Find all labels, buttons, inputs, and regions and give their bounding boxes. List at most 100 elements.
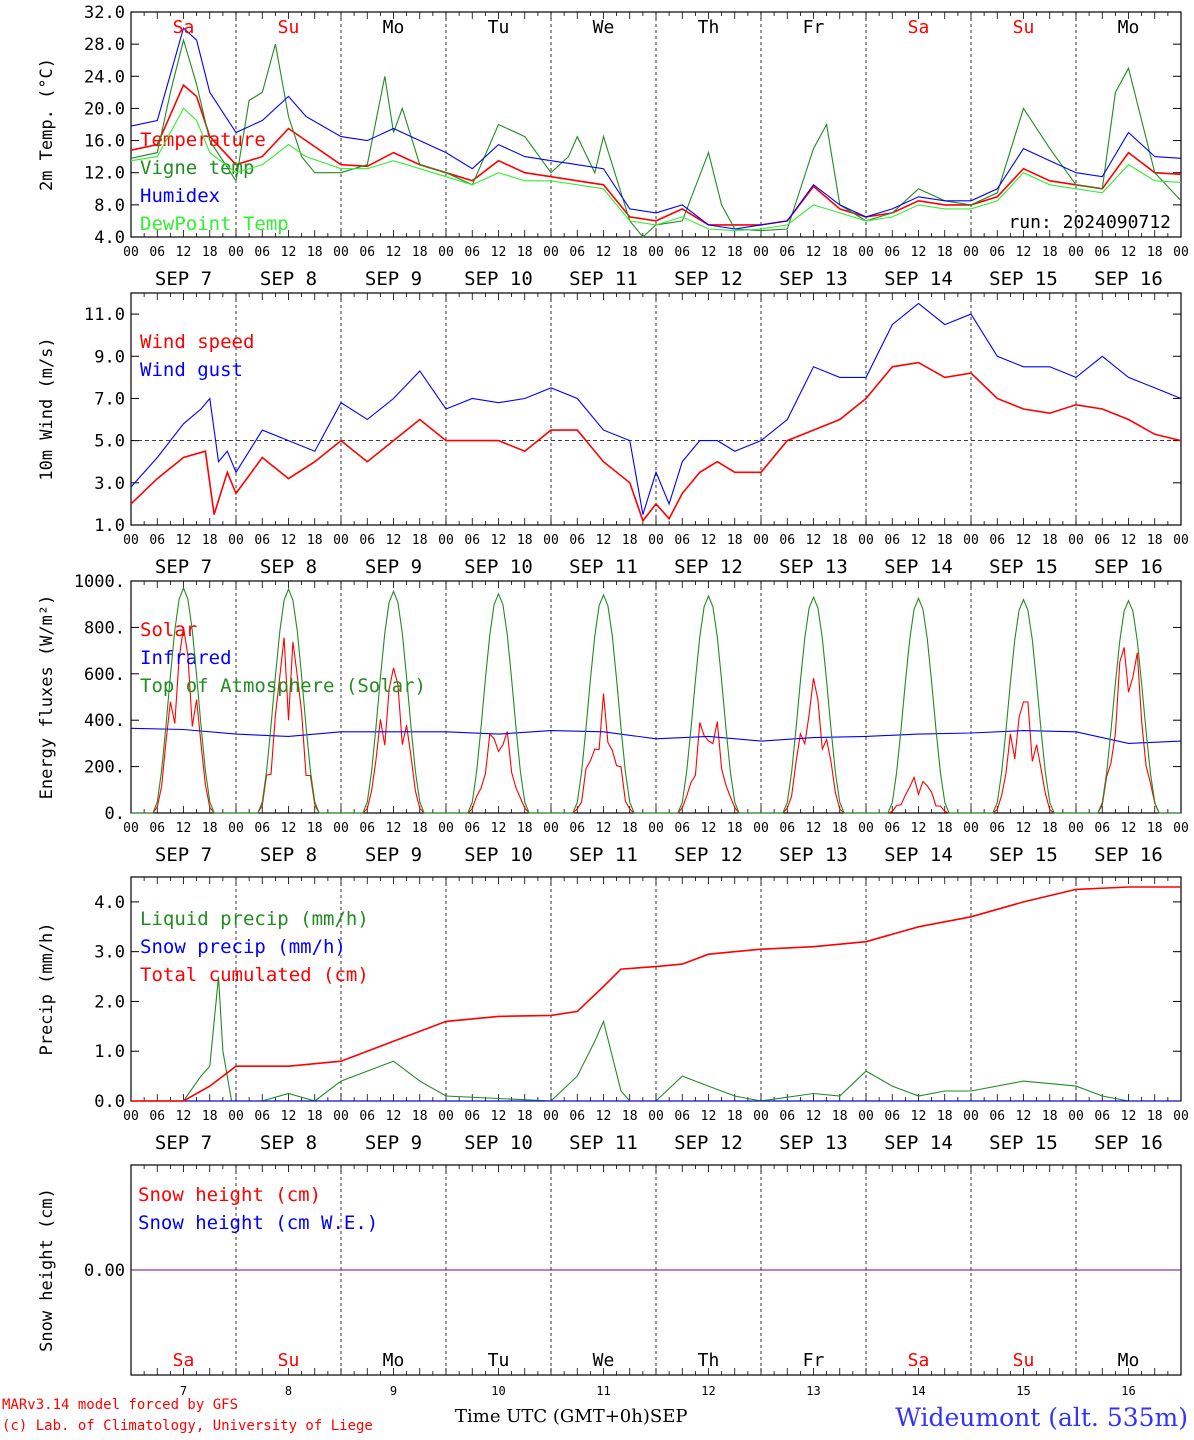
day-label: SEP 14 <box>884 844 953 866</box>
weekday-label: Fr <box>803 1350 825 1371</box>
hour-tick-label: 18 <box>622 1109 638 1124</box>
hour-tick-label: 06 <box>1094 821 1110 836</box>
weekday-label: Mo <box>1118 1350 1140 1371</box>
hour-tick-label: 06 <box>149 1109 165 1124</box>
hour-tick-label: 12 <box>281 1109 297 1124</box>
legend-entry: Total cumulated (cm) <box>140 964 369 986</box>
y-axis-label: Energy fluxes (W/m²) <box>37 595 57 800</box>
hour-tick-label: 18 <box>202 1109 218 1124</box>
day-number-label: 8 <box>285 1384 292 1398</box>
day-number-label: 7 <box>180 1384 187 1398</box>
hour-tick-label: 12 <box>281 245 297 260</box>
hour-tick-label: 18 <box>202 533 218 548</box>
hour-tick-label: 00 <box>753 1109 769 1124</box>
day-label: SEP 12 <box>674 844 743 866</box>
hour-tick-label: 06 <box>779 533 795 548</box>
y-tick-label: 8.0 <box>94 196 125 216</box>
run-label: run: 2024090712 <box>1008 212 1171 233</box>
hour-tick-label: 00 <box>858 245 874 260</box>
hour-tick-label: 18 <box>937 245 953 260</box>
y-axis-label: Precip (mm/h) <box>37 922 57 1055</box>
hour-tick-label: 00 <box>1173 821 1189 836</box>
hour-tick-label: 12 <box>911 821 927 836</box>
y-tick-label: 32.0 <box>84 3 125 23</box>
hour-tick-label: 00 <box>753 821 769 836</box>
day-label: SEP 12 <box>674 268 743 290</box>
hour-tick-label: 18 <box>517 245 533 260</box>
hour-tick-label: 18 <box>1042 1109 1058 1124</box>
hour-tick-label: 00 <box>228 533 244 548</box>
hour-tick-label: 06 <box>569 245 585 260</box>
time-axis-label: Time UTC (GMT+0h)SEP <box>455 1406 688 1427</box>
hour-tick-label: 12 <box>281 821 297 836</box>
hour-tick-label: 18 <box>1147 533 1163 548</box>
hour-tick-label: 00 <box>858 1109 874 1124</box>
hour-tick-label: 18 <box>517 1109 533 1124</box>
hour-tick-label: 12 <box>1016 533 1032 548</box>
hour-tick-label: 12 <box>491 533 507 548</box>
hour-tick-label: 00 <box>123 1109 139 1124</box>
hour-tick-label: 06 <box>464 821 480 836</box>
hour-tick-label: 12 <box>176 1109 192 1124</box>
y-tick-label: 24.0 <box>84 67 125 87</box>
hour-tick-label: 06 <box>884 245 900 260</box>
hour-tick-label: 18 <box>937 1109 953 1124</box>
hour-tick-label: 06 <box>989 821 1005 836</box>
y-tick-label: 3.0 <box>94 943 125 963</box>
series-line-dewpoint-temp <box>130 107 1182 232</box>
legend-entry: Wind speed <box>140 331 254 353</box>
hour-tick-label: 18 <box>412 821 428 836</box>
weekday-label: Fr <box>803 17 825 38</box>
legend-entry: Snow height (cm W.E.) <box>138 1212 378 1234</box>
y-tick-label: 28.0 <box>84 35 125 55</box>
day-label: SEP 8 <box>260 1132 317 1154</box>
legend-entry: Snow precip (mm/h) <box>140 936 346 958</box>
day-number-label: 12 <box>701 1384 715 1398</box>
y-tick-label: 2.0 <box>94 992 125 1012</box>
y-tick-label: 1.0 <box>94 516 125 536</box>
hour-tick-label: 00 <box>228 1109 244 1124</box>
model-credit: MARv3.14 model forced by GFS <box>2 1397 239 1413</box>
legend-entry: DewPoint Temp <box>140 213 289 235</box>
hour-tick-label: 18 <box>727 533 743 548</box>
hour-tick-label: 06 <box>674 1109 690 1124</box>
weekday-label: Su <box>278 1350 300 1371</box>
weekday-label: Mo <box>383 1350 405 1371</box>
hour-tick-label: 12 <box>1121 1109 1137 1124</box>
hour-tick-label: 06 <box>359 533 375 548</box>
hour-tick-label: 06 <box>674 245 690 260</box>
hour-tick-label: 18 <box>727 245 743 260</box>
hour-tick-label: 00 <box>648 533 664 548</box>
hour-tick-label: 00 <box>438 1109 454 1124</box>
hour-tick-label: 00 <box>648 245 664 260</box>
weekday-label: Th <box>698 1350 720 1371</box>
day-label: SEP 13 <box>779 1132 848 1154</box>
hour-tick-label: 00 <box>1068 245 1084 260</box>
hour-tick-label: 12 <box>386 245 402 260</box>
day-number-label: 13 <box>806 1384 820 1398</box>
day-label: SEP 10 <box>464 556 533 578</box>
series-line-total-cumulated-cm- <box>131 886 1181 1102</box>
hour-tick-label: 00 <box>858 821 874 836</box>
day-number-label: 14 <box>911 1384 925 1398</box>
hour-tick-label: 18 <box>1147 245 1163 260</box>
series-line-wind-speed <box>130 361 1182 523</box>
hour-tick-label: 06 <box>149 245 165 260</box>
hour-tick-label: 12 <box>701 533 717 548</box>
hour-tick-label: 12 <box>1121 821 1137 836</box>
hour-tick-label: 06 <box>149 821 165 836</box>
hour-tick-label: 06 <box>1094 245 1110 260</box>
legend-entry: Wind gust <box>140 359 243 381</box>
hour-tick-label: 06 <box>779 1109 795 1124</box>
day-number-label: 16 <box>1121 1384 1135 1398</box>
y-axis-label: Snow height (cm) <box>37 1188 57 1352</box>
y-tick-label: 9.0 <box>94 347 125 367</box>
hour-tick-label: 00 <box>333 533 349 548</box>
weekday-label: We <box>593 1350 615 1371</box>
y-axis-label: 2m Temp. (°C) <box>37 58 57 191</box>
hour-tick-label: 12 <box>491 245 507 260</box>
series-line-top-of-atmosphere-solar- <box>131 586 1181 814</box>
hour-tick-label: 12 <box>1016 1109 1032 1124</box>
hour-tick-label: 12 <box>911 245 927 260</box>
day-label: SEP 16 <box>1094 1132 1163 1154</box>
